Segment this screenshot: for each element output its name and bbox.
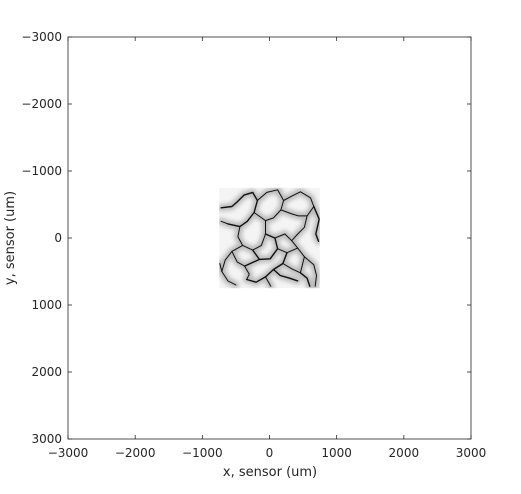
x-axis-label: x, sensor (um)	[223, 465, 317, 480]
cell-boundary-segment	[291, 240, 299, 249]
y-tick-label: 2000	[31, 365, 62, 379]
cell-boundary-segment	[221, 244, 244, 286]
cell-boundary-segment	[313, 205, 320, 242]
y-tick-label: 1000	[31, 298, 62, 312]
x-tick-label: 2000	[389, 446, 420, 460]
cell-boundary-segment	[274, 215, 308, 242]
cell-boundary-segment	[220, 220, 229, 225]
cell-boundary-segment	[252, 233, 279, 261]
x-axis-ticks: −3000 −2000 −1000 0 1000 2000 3000	[48, 37, 487, 460]
heatmap-image	[219, 187, 320, 289]
cell-boundary-lines	[219, 189, 320, 287]
cell-boundary-segment	[265, 276, 272, 287]
cell-boundary-segment	[299, 272, 311, 287]
y-axis-ticks: −3000 −2000 −1000 0 1000 2000 3000	[21, 30, 471, 446]
y-tick-label: −2000	[21, 97, 62, 111]
x-tick-label: 1000	[321, 446, 352, 460]
cell-boundary-segment	[253, 189, 285, 222]
cell-boundary-segment	[272, 268, 299, 282]
y-axis-label: y, sensor (um)	[3, 191, 18, 285]
cell-boundary-segment	[220, 191, 259, 228]
x-tick-label: 3000	[456, 446, 487, 460]
x-tick-label: −3000	[48, 446, 89, 460]
cell-boundary-segment	[246, 252, 288, 283]
y-tick-label: 3000	[31, 432, 62, 446]
x-tick-label: 0	[266, 446, 274, 460]
cell-boundary-segment	[243, 258, 261, 267]
x-tick-label: −2000	[115, 446, 156, 460]
y-tick-label: −3000	[21, 30, 62, 44]
cell-boundary-segment	[282, 256, 305, 274]
y-tick-label: 0	[54, 231, 62, 245]
cell-boundary-segment	[219, 263, 223, 272]
x-tick-label: −1000	[182, 446, 223, 460]
y-tick-label: −1000	[21, 164, 62, 178]
